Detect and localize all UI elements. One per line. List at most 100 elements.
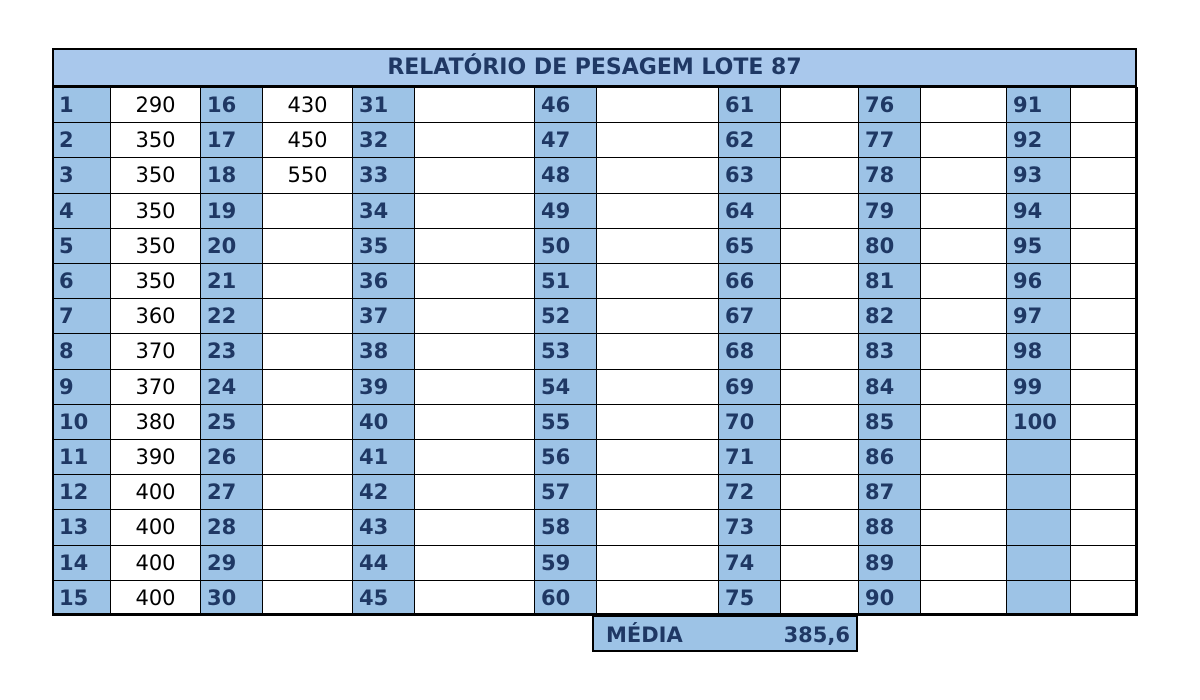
lot-number: 87 bbox=[858, 474, 921, 511]
weight bbox=[414, 368, 535, 405]
lot-number: 41 bbox=[352, 439, 415, 476]
lot-number: 51 bbox=[534, 263, 597, 300]
weight bbox=[920, 333, 1007, 370]
lot-number: 84 bbox=[858, 368, 921, 405]
lot-number: 75 bbox=[718, 579, 781, 616]
weight bbox=[1070, 333, 1138, 370]
lot-number: 100 bbox=[1006, 403, 1071, 440]
weight bbox=[596, 122, 719, 159]
lot-number: 6 bbox=[52, 263, 111, 300]
lot-number: 69 bbox=[718, 368, 781, 405]
lot-number: 58 bbox=[534, 509, 597, 546]
weight bbox=[920, 298, 1007, 335]
weight bbox=[780, 87, 859, 124]
report-title: RELATÓRIO DE PESAGEM LOTE 87 bbox=[52, 48, 1137, 87]
weight: 350 bbox=[110, 157, 201, 194]
lot-number: 26 bbox=[200, 439, 263, 476]
lot-number: 56 bbox=[534, 439, 597, 476]
weight bbox=[1070, 439, 1138, 476]
weight: 450 bbox=[262, 122, 353, 159]
weight bbox=[596, 544, 719, 581]
lot-number: 90 bbox=[858, 579, 921, 616]
lot-number: 72 bbox=[718, 474, 781, 511]
lot-number: 24 bbox=[200, 368, 263, 405]
lot-number: 9 bbox=[52, 368, 111, 405]
lot-number: 48 bbox=[534, 157, 597, 194]
weight bbox=[414, 544, 535, 581]
weight bbox=[780, 403, 859, 440]
weight: 350 bbox=[110, 122, 201, 159]
weight bbox=[414, 579, 535, 616]
weight bbox=[1070, 87, 1138, 124]
summary-label: MÉDIA bbox=[606, 623, 683, 647]
weight bbox=[1070, 544, 1138, 581]
lot-number: 38 bbox=[352, 333, 415, 370]
weight bbox=[596, 579, 719, 616]
weight: 400 bbox=[110, 579, 201, 616]
weight: 430 bbox=[262, 87, 353, 124]
weight bbox=[780, 333, 859, 370]
lot-number: 33 bbox=[352, 157, 415, 194]
lot-number: 30 bbox=[200, 579, 263, 616]
weight: 360 bbox=[110, 298, 201, 335]
lot-number: 7 bbox=[52, 298, 111, 335]
lot-number: 81 bbox=[858, 263, 921, 300]
weight: 350 bbox=[110, 227, 201, 264]
lot-number: 25 bbox=[200, 403, 263, 440]
weight bbox=[262, 368, 353, 405]
lot-number: 47 bbox=[534, 122, 597, 159]
weight: 400 bbox=[110, 544, 201, 581]
lot-number: 11 bbox=[52, 439, 111, 476]
lot-number: 35 bbox=[352, 227, 415, 264]
weight bbox=[596, 227, 719, 264]
weight bbox=[262, 474, 353, 511]
weight bbox=[262, 509, 353, 546]
lot-number bbox=[1006, 544, 1071, 581]
lot-number: 53 bbox=[534, 333, 597, 370]
lot-number: 18 bbox=[200, 157, 263, 194]
weight: 350 bbox=[110, 192, 201, 229]
weight bbox=[1070, 403, 1138, 440]
weight bbox=[596, 263, 719, 300]
weight: 380 bbox=[110, 403, 201, 440]
lot-number: 55 bbox=[534, 403, 597, 440]
lot-number bbox=[1006, 579, 1071, 616]
weight bbox=[262, 403, 353, 440]
lot-number: 31 bbox=[352, 87, 415, 124]
lot-number: 22 bbox=[200, 298, 263, 335]
lot-number bbox=[1006, 509, 1071, 546]
weight bbox=[596, 87, 719, 124]
weight bbox=[780, 474, 859, 511]
lot-number: 10 bbox=[52, 403, 111, 440]
weight bbox=[920, 87, 1007, 124]
weight bbox=[414, 474, 535, 511]
lot-number: 97 bbox=[1006, 298, 1071, 335]
weight bbox=[262, 298, 353, 335]
weight bbox=[780, 544, 859, 581]
weight bbox=[780, 509, 859, 546]
weight bbox=[920, 157, 1007, 194]
lot-number: 60 bbox=[534, 579, 597, 616]
weight bbox=[596, 298, 719, 335]
lot-number: 17 bbox=[200, 122, 263, 159]
lot-number: 45 bbox=[352, 579, 415, 616]
lot-number: 36 bbox=[352, 263, 415, 300]
lot-number: 99 bbox=[1006, 368, 1071, 405]
lot-number: 43 bbox=[352, 509, 415, 546]
lot-number: 1 bbox=[52, 87, 111, 124]
lot-number: 54 bbox=[534, 368, 597, 405]
lot-number: 14 bbox=[52, 544, 111, 581]
lot-number bbox=[1006, 474, 1071, 511]
lot-number: 94 bbox=[1006, 192, 1071, 229]
lot-number: 62 bbox=[718, 122, 781, 159]
weight bbox=[1070, 368, 1138, 405]
weight: 390 bbox=[110, 439, 201, 476]
weight bbox=[596, 192, 719, 229]
weight bbox=[1070, 579, 1138, 616]
lot-number: 52 bbox=[534, 298, 597, 335]
weight: 550 bbox=[262, 157, 353, 194]
lot-number: 12 bbox=[52, 474, 111, 511]
lot-number: 82 bbox=[858, 298, 921, 335]
weight bbox=[262, 333, 353, 370]
